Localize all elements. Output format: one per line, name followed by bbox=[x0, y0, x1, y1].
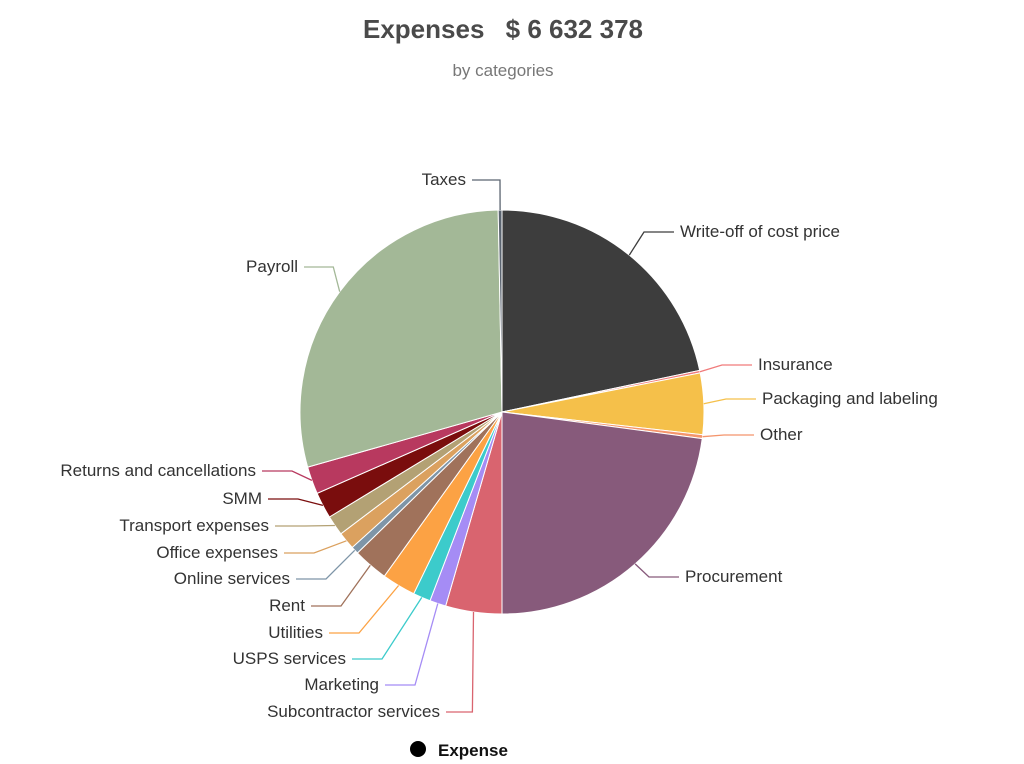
connector-online-services bbox=[296, 549, 356, 580]
chart-title: Expenses $ 6 632 378 bbox=[363, 14, 643, 44]
pie-slice-write-off-of-cost-price[interactable] bbox=[501, 209, 701, 413]
connector-subcontractor-services bbox=[446, 611, 475, 713]
slice-label-transport-expenses: Transport expenses bbox=[119, 516, 269, 535]
connector-payroll bbox=[304, 266, 341, 292]
slice-label-other: Other bbox=[760, 425, 803, 444]
connector-rent bbox=[311, 564, 371, 607]
slice-label-usps-services: USPS services bbox=[233, 649, 346, 668]
slice-label-returns-and-cancellations: Returns and cancellations bbox=[60, 461, 256, 480]
slice-label-marketing: Marketing bbox=[304, 675, 379, 694]
pie-slice-procurement[interactable] bbox=[501, 411, 703, 615]
pie-slice-taxes[interactable] bbox=[497, 209, 503, 413]
slice-label-write-off-of-cost-price: Write-off of cost price bbox=[680, 222, 840, 241]
slice-label-payroll: Payroll bbox=[246, 257, 298, 276]
connector-packaging-and-labeling bbox=[703, 398, 756, 405]
label-connectors bbox=[262, 179, 756, 713]
slice-labels: Write-off of cost price Insurance Packagin… bbox=[60, 170, 937, 721]
connector-office-expenses bbox=[284, 540, 347, 554]
connector-utilities bbox=[329, 585, 400, 634]
slice-label-procurement: Procurement bbox=[685, 567, 783, 586]
connector-insurance bbox=[699, 364, 752, 373]
legend[interactable]: Expense bbox=[410, 741, 508, 760]
pie-slices bbox=[299, 209, 705, 615]
chart-subtitle: by categories bbox=[452, 61, 553, 80]
slice-label-taxes: Taxes bbox=[422, 170, 466, 189]
slice-label-subcontractor-services: Subcontractor services bbox=[267, 702, 440, 721]
pie-slice-payroll[interactable] bbox=[299, 209, 503, 468]
slice-label-smm: SMM bbox=[222, 489, 262, 508]
slice-label-insurance: Insurance bbox=[758, 355, 833, 374]
connector-procurement bbox=[634, 563, 679, 578]
connector-smm bbox=[268, 498, 324, 507]
connector-taxes bbox=[472, 179, 501, 211]
slice-label-utilities: Utilities bbox=[268, 623, 323, 642]
connector-other bbox=[702, 434, 754, 438]
slice-label-rent: Rent bbox=[269, 596, 305, 615]
legend-item-expense[interactable]: Expense bbox=[438, 741, 508, 760]
legend-marker bbox=[410, 741, 426, 757]
connector-usps-services bbox=[352, 597, 423, 660]
connector-marketing bbox=[385, 603, 439, 686]
slice-label-office-expenses: Office expenses bbox=[156, 543, 278, 562]
connector-transport-expenses bbox=[275, 524, 335, 527]
connector-returns-and-cancellations bbox=[262, 470, 313, 481]
slice-label-online-services: Online services bbox=[174, 569, 290, 588]
chart-title-amount: $ 6 632 378 bbox=[506, 14, 643, 44]
chart-title-prefix: Expenses bbox=[363, 14, 484, 44]
connector-write-off-of-cost-price bbox=[628, 231, 674, 256]
slice-label-packaging-and-labeling: Packaging and labeling bbox=[762, 389, 938, 408]
